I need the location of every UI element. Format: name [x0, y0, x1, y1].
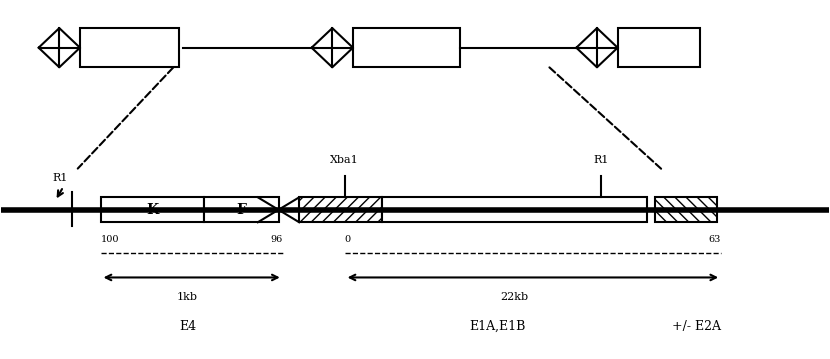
Bar: [655, 197, 717, 222]
Text: R1: R1: [593, 155, 609, 165]
Bar: [204, 197, 279, 222]
Text: R1: R1: [52, 173, 67, 183]
Bar: [618, 28, 701, 67]
Bar: [353, 28, 461, 67]
Text: 63: 63: [709, 235, 721, 244]
Text: Xba1: Xba1: [330, 155, 359, 165]
Bar: [382, 197, 647, 222]
Text: 0: 0: [344, 235, 351, 244]
Text: 100: 100: [100, 235, 120, 244]
Text: E1A,E1B: E1A,E1B: [470, 320, 526, 333]
Bar: [100, 197, 204, 222]
Text: 22kb: 22kb: [500, 292, 529, 302]
Text: K: K: [146, 203, 159, 217]
Text: E4: E4: [179, 320, 196, 333]
Text: 96: 96: [271, 235, 283, 244]
Bar: [299, 197, 382, 222]
Bar: [80, 28, 179, 67]
Text: 1kb: 1kb: [177, 292, 198, 302]
Text: +/- E2A: +/- E2A: [671, 320, 720, 333]
Text: F: F: [237, 203, 247, 217]
